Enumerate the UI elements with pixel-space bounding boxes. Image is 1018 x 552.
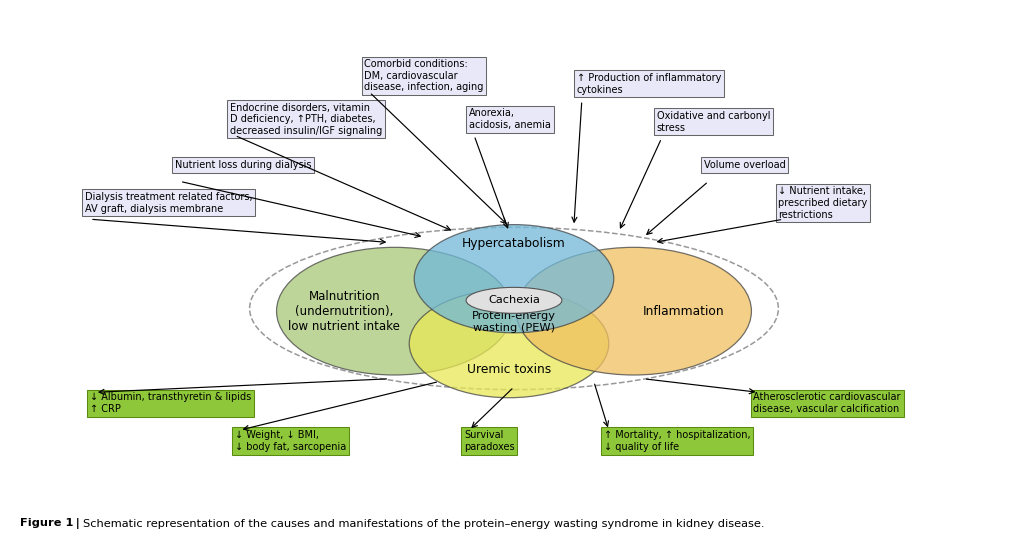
Text: Endocrine disorders, vitamin
D deficiency, ↑PTH, diabetes,
decreased insulin/IGF: Endocrine disorders, vitamin D deficienc… <box>230 103 382 136</box>
Text: ↑ Production of inflammatory
cytokines: ↑ Production of inflammatory cytokines <box>577 73 721 95</box>
Text: Uremic toxins: Uremic toxins <box>467 363 551 375</box>
Text: Cachexia: Cachexia <box>488 295 540 305</box>
Circle shape <box>516 247 751 375</box>
Text: Comorbid conditions:
DM, cardiovascular
disease, infection, aging: Comorbid conditions: DM, cardiovascular … <box>364 59 484 92</box>
Text: ↑ Mortality, ↑ hospitalization,
↓ quality of life: ↑ Mortality, ↑ hospitalization, ↓ qualit… <box>604 430 750 452</box>
Ellipse shape <box>466 288 562 314</box>
Text: ↓ Albumin, transthyretin & lipids
↑ CRP: ↓ Albumin, transthyretin & lipids ↑ CRP <box>90 392 251 414</box>
Text: Survival
paradoxes: Survival paradoxes <box>464 430 515 452</box>
Text: Volume overload: Volume overload <box>703 160 785 170</box>
Text: Schematic representation of the causes and manifestations of the protein–energy : Schematic representation of the causes a… <box>83 519 765 529</box>
Text: Malnutrition
(undernutrition),
low nutrient intake: Malnutrition (undernutrition), low nutri… <box>288 290 400 333</box>
Text: Figure 1 |: Figure 1 | <box>20 518 82 529</box>
Text: Anorexia,
acidosis, anemia: Anorexia, acidosis, anemia <box>469 108 551 130</box>
Circle shape <box>414 225 614 333</box>
Text: ↓ Nutrient intake,
prescribed dietary
restrictions: ↓ Nutrient intake, prescribed dietary re… <box>779 187 867 220</box>
Text: ↓ Weight, ↓ BMI,
↓ body fat, sarcopenia: ↓ Weight, ↓ BMI, ↓ body fat, sarcopenia <box>234 430 346 452</box>
Text: Hypercatabolism: Hypercatabolism <box>462 237 566 250</box>
Text: Inflammation: Inflammation <box>642 305 725 317</box>
Text: Protein-energy
wasting (PEW): Protein-energy wasting (PEW) <box>472 311 556 333</box>
Text: Dialysis treatment related factors,
AV graft, dialysis membrane: Dialysis treatment related factors, AV g… <box>84 192 252 214</box>
Circle shape <box>409 289 609 397</box>
Circle shape <box>277 247 512 375</box>
Text: Oxidative and carbonyl
stress: Oxidative and carbonyl stress <box>657 111 771 132</box>
Text: Nutrient loss during dialysis: Nutrient loss during dialysis <box>175 160 312 170</box>
Text: Atherosclerotic cardiovascular
disease, vascular calcification: Atherosclerotic cardiovascular disease, … <box>753 392 901 414</box>
